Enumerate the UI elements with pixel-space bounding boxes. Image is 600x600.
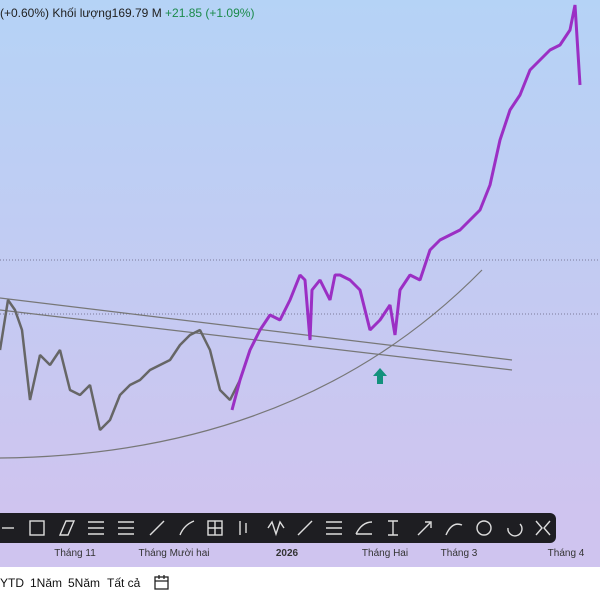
range-bar: YTD 1Năm 5Năm Tất cả <box>0 567 600 600</box>
range-button[interactable]: 1Năm <box>30 576 63 590</box>
drawing-toolbar <box>0 513 556 543</box>
volume-label: Khối lượng <box>52 6 112 20</box>
trend-line <box>0 297 513 361</box>
price-chart <box>0 4 600 459</box>
toolbar-icons <box>2 520 551 537</box>
arc-line <box>0 269 483 459</box>
range-button[interactable]: YTD <box>0 576 24 590</box>
x-tick-label: Tháng Hai <box>361 548 409 559</box>
change-pct: (+0.60%) <box>0 6 50 20</box>
volume-change: +21.85 (+1.09%) <box>165 6 255 20</box>
date-range-icon[interactable] <box>152 573 172 593</box>
x-tick-label: 2026 <box>275 548 299 559</box>
price-gray <box>0 299 242 431</box>
header: (+0.60%) Khối lượng169.79 M +21.85 (+1.0… <box>0 6 254 20</box>
x-tick-label: Tháng 11 <box>54 548 96 559</box>
price-purple <box>230 4 582 411</box>
volume: 169.79 M <box>111 6 162 20</box>
arrow-marker <box>373 368 387 384</box>
range-button[interactable]: Tất cả <box>107 576 141 590</box>
x-tick-label: Tháng 3 <box>440 548 478 559</box>
x-tick-label: Tháng Mười hai <box>138 548 210 559</box>
range-button[interactable]: 5Năm <box>68 576 101 590</box>
x-tick-label: Tháng 4 <box>547 548 585 559</box>
